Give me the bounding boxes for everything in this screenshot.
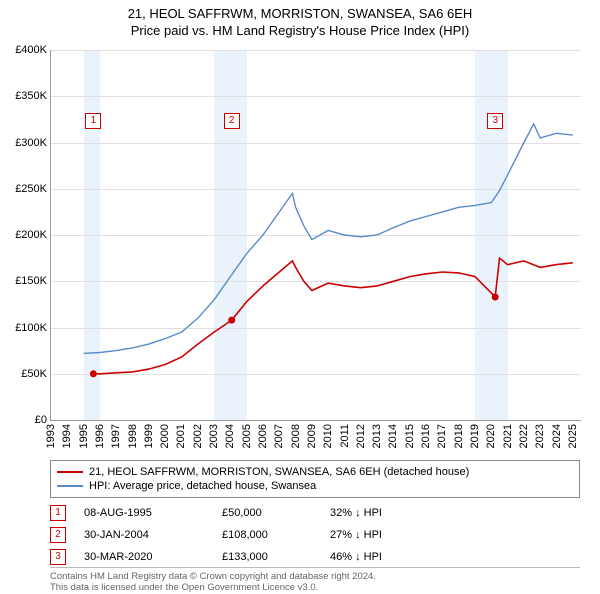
legend-label: 21, HEOL SAFFRWM, MORRISTON, SWANSEA, SA… [89, 466, 469, 478]
chart-subtitle: Price paid vs. HM Land Registry's House … [0, 23, 600, 38]
annotation-marker: 3 [50, 549, 66, 565]
chart-title: 21, HEOL SAFFRWM, MORRISTON, SWANSEA, SA… [0, 6, 600, 21]
annotation-price: £108,000 [222, 529, 312, 541]
x-axis-label: 2012 [355, 424, 367, 448]
x-axis-label: 2016 [420, 424, 432, 448]
legend-item: HPI: Average price, detached house, Swan… [57, 479, 573, 493]
x-axis-label: 2021 [502, 424, 514, 448]
x-axis-label: 2003 [208, 424, 220, 448]
x-axis-label: 2002 [192, 424, 204, 448]
chart-marker: 3 [487, 113, 503, 129]
x-axis-label: 2015 [404, 424, 416, 448]
data-point [90, 370, 97, 377]
y-axis-label: £350K [1, 90, 47, 102]
y-axis-label: £250K [1, 183, 47, 195]
chart-titles: 21, HEOL SAFFRWM, MORRISTON, SWANSEA, SA… [0, 0, 600, 38]
legend-swatch [57, 471, 83, 473]
x-axis-label: 1993 [45, 424, 57, 448]
annotation-price: £50,000 [222, 507, 312, 519]
y-axis-label: £50K [1, 368, 47, 380]
chart-marker: 2 [224, 113, 240, 129]
x-axis-label: 2014 [387, 424, 399, 448]
footer-line: This data is licensed under the Open Gov… [50, 582, 580, 593]
annotation-marker: 1 [50, 505, 66, 521]
annotation-marker: 2 [50, 527, 66, 543]
x-axis-label: 2022 [518, 424, 530, 448]
annotation-pct: 46% ↓ HPI [330, 551, 580, 563]
plot-area: £0£50K£100K£150K£200K£250K£300K£350K£400… [50, 50, 581, 421]
x-axis-label: 2018 [453, 424, 465, 448]
annotation-row: 3 30-MAR-2020 £133,000 46% ↓ HPI [50, 546, 580, 568]
x-axis-label: 2010 [322, 424, 334, 448]
y-axis-label: £100K [1, 322, 47, 334]
annotation-pct: 32% ↓ HPI [330, 507, 580, 519]
legend: 21, HEOL SAFFRWM, MORRISTON, SWANSEA, SA… [50, 460, 580, 498]
x-axis-label: 2017 [436, 424, 448, 448]
x-axis-label: 2025 [567, 424, 579, 448]
x-axis-label: 1999 [143, 424, 155, 448]
x-axis-label: 1995 [78, 424, 90, 448]
y-axis-label: £0 [1, 414, 47, 426]
x-axis-label: 2000 [159, 424, 171, 448]
x-axis-label: 1994 [61, 424, 73, 448]
data-point [228, 317, 235, 324]
x-axis-label: 2023 [534, 424, 546, 448]
annotation-date: 30-MAR-2020 [84, 551, 204, 563]
x-axis-label: 2006 [257, 424, 269, 448]
series-line-price_paid [93, 258, 572, 374]
annotation-table: 1 08-AUG-1995 £50,000 32% ↓ HPI 2 30-JAN… [50, 502, 580, 568]
chart-root: { "title_main": "21, HEOL SAFFRWM, MORRI… [0, 0, 600, 590]
x-axis-label: 2004 [224, 424, 236, 448]
annotation-row: 2 30-JAN-2004 £108,000 27% ↓ HPI [50, 524, 580, 546]
data-point [492, 294, 499, 301]
x-axis-label: 2011 [339, 424, 351, 448]
x-axis-label: 1998 [127, 424, 139, 448]
legend-item: 21, HEOL SAFFRWM, MORRISTON, SWANSEA, SA… [57, 465, 573, 479]
x-axis-label: 2019 [469, 424, 481, 448]
footer-line: Contains HM Land Registry data © Crown c… [50, 571, 580, 582]
legend-swatch [57, 485, 83, 487]
series-line-hpi [84, 124, 573, 353]
y-axis-label: £400K [1, 44, 47, 56]
x-axis-label: 2013 [371, 424, 383, 448]
x-axis-label: 2009 [306, 424, 318, 448]
x-axis-label: 1997 [110, 424, 122, 448]
x-axis-label: 2024 [551, 424, 563, 448]
annotation-date: 08-AUG-1995 [84, 507, 204, 519]
y-axis-label: £300K [1, 137, 47, 149]
x-axis-label: 2008 [290, 424, 302, 448]
x-axis-label: 2020 [485, 424, 497, 448]
chart-svg [51, 50, 581, 420]
x-axis-label: 2007 [273, 424, 285, 448]
x-axis-label: 2005 [241, 424, 253, 448]
legend-label: HPI: Average price, detached house, Swan… [89, 480, 316, 492]
annotation-price: £133,000 [222, 551, 312, 563]
y-axis-label: £200K [1, 229, 47, 241]
x-axis-label: 1996 [94, 424, 106, 448]
annotation-pct: 27% ↓ HPI [330, 529, 580, 541]
y-axis-label: £150K [1, 275, 47, 287]
annotation-date: 30-JAN-2004 [84, 529, 204, 541]
x-axis-label: 2001 [175, 424, 187, 448]
annotation-row: 1 08-AUG-1995 £50,000 32% ↓ HPI [50, 502, 580, 524]
chart-marker: 1 [85, 113, 101, 129]
